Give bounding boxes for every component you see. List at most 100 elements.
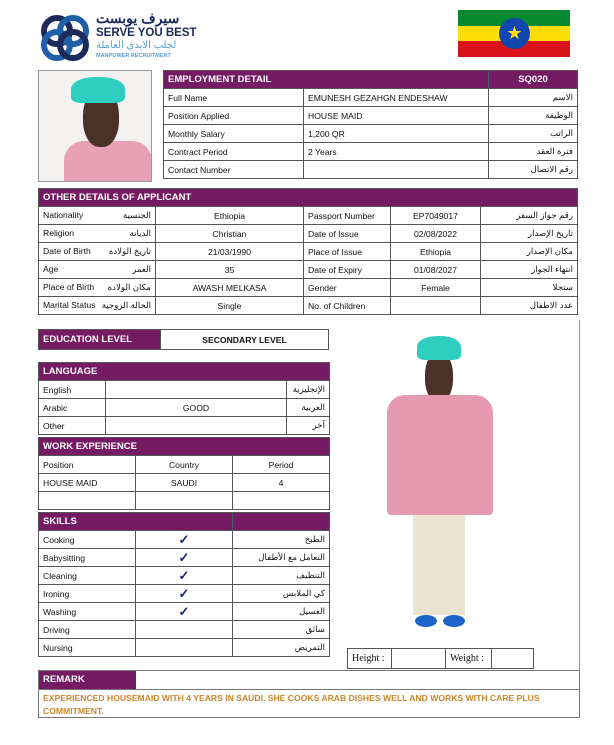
field-value: 01/08/2027 [390, 260, 481, 279]
work-experience-table: WORK EXPERIENCE Position Country Period HO… [37, 437, 331, 510]
field-label-arabic: انتهاء الجواز [479, 260, 579, 279]
field-label-arabic: فترة العقد [488, 142, 578, 161]
work-title: WORK EXPERIENCE [37, 437, 331, 456]
work-row [38, 491, 331, 510]
field-value: Ethiopia [155, 206, 304, 225]
field-value: Ethiopia [390, 242, 481, 261]
field-label-arabic: الديانة [129, 228, 151, 238]
remark-title: REMARK [39, 671, 136, 689]
logo-sub: MANPOWER RECRUITMENT [96, 53, 171, 59]
education-value: SECONDARY LEVEL [160, 329, 329, 350]
field-value: 1,200 QR [303, 124, 489, 143]
language-row: English الإنجليزية [38, 380, 330, 399]
skill-name-arabic: كي الملابس [232, 584, 330, 603]
field-value: EP7049017 [390, 206, 481, 225]
language-row: Other آخر [38, 416, 330, 435]
field-value: 2 Years [303, 142, 489, 161]
field-label: Passport Number [303, 206, 391, 225]
checkmark-icon: ✓ [135, 566, 233, 585]
language-level [105, 380, 287, 399]
remark-text: EXPERIENCED HOUSEMAID WITH 4 YEARS IN SA… [43, 693, 540, 716]
field-value [303, 160, 489, 179]
skill-row: Babysitting ✓ التعامل مع الأطفال [38, 548, 330, 567]
skill-row: Washing ✓ الغسيل [38, 602, 330, 621]
field-label: Date of Birth [43, 246, 91, 256]
skill-name: Washing [38, 602, 136, 621]
checkmark-icon: ✓ [135, 548, 233, 567]
language-name: English [38, 380, 106, 399]
work-period [231, 491, 331, 510]
employment-row: Position Applied HOUSE MAID الوظيفة [163, 106, 578, 125]
skill-row: Cleaning ✓ التنظيف [38, 566, 330, 585]
skill-name: Cooking [38, 530, 136, 549]
skills-table: SKILLS Cooking ✓ الطبخ Babysitting ✓ التعامل … [38, 512, 330, 657]
field-value: AWASH MELKASA [155, 278, 304, 297]
checkmark-icon: ✓ [135, 530, 233, 549]
ethiopia-flag: ★ [458, 10, 570, 57]
detail-row: Place of Birth مكان الولادة AWASH MELKASA G… [38, 278, 579, 297]
skill-name-arabic: التمريض [232, 638, 330, 657]
work-position [38, 491, 136, 510]
field-label: Contact Number [163, 160, 304, 179]
language-name-arabic: العربية [286, 398, 330, 417]
reference-code: SQ020 [488, 70, 578, 89]
education-table: EDUCATION LEVEL SECONDARY LEVEL [38, 329, 329, 350]
employment-row: Contract Period 2 Years فترة العقد [163, 142, 578, 161]
skill-name-arabic: التنظيف [232, 566, 330, 585]
field-label: Date of Issue [303, 224, 391, 243]
logo-arabic: سيرف يوبست [96, 10, 180, 26]
field-label: Position Applied [163, 106, 304, 125]
language-row: Arabic GOOD العربية [38, 398, 330, 417]
language-name-arabic: آخر [286, 416, 330, 435]
field-label: Monthly Salary [163, 124, 304, 143]
field-value: 02/08/2022 [390, 224, 481, 243]
skill-name: Nursing [38, 638, 136, 657]
skill-name: Babysitting [38, 548, 136, 567]
language-name: Arabic [38, 398, 106, 417]
weight-label: Weight : [445, 648, 492, 669]
employment-row: Full Name EMUNESH GEZAHGN ENDESHAW الاسم [163, 88, 578, 107]
work-header: Country [135, 455, 233, 474]
field-value: Single [155, 296, 304, 315]
work-country: SAUDI [135, 473, 233, 492]
field-label-arabic: الجنسية [122, 210, 151, 220]
field-label: Marital Status [43, 300, 96, 310]
field-label-arabic: رقم الاتصال [488, 160, 578, 179]
field-label-arabic: ستجلا [479, 278, 579, 297]
language-name-arabic: الإنجليزية [286, 380, 330, 399]
other-details-title: OTHER DETAILS OF APPLICANT [37, 188, 579, 207]
education-label: EDUCATION LEVEL [38, 329, 161, 350]
language-name: Other [38, 416, 106, 435]
logo-arabic-sub: لجلب الايدي العاملة [96, 40, 177, 51]
work-header: Position [38, 455, 136, 474]
field-label: Age [43, 264, 59, 274]
skill-row: Nursing التمريض [38, 638, 330, 657]
skill-name: Cleaning [38, 566, 136, 585]
field-value: Christian [155, 224, 304, 243]
field-label: Place of Issue [303, 242, 391, 261]
employment-title: EMPLOYMENT DETAIL [163, 70, 489, 89]
field-label-arabic: الراتب [488, 124, 578, 143]
field-label-arabic: الوظيفة [488, 106, 578, 125]
language-level: GOOD [105, 398, 287, 417]
field-label: No. of Children [303, 296, 391, 315]
skill-name-arabic: التعامل مع الأطفال [232, 548, 330, 567]
field-label-arabic: مكان الإصدار [479, 242, 579, 261]
field-label-arabic: الاسم [488, 88, 578, 107]
detail-row: Nationality الجنسية Ethiopia Passport Numbe… [38, 206, 579, 225]
height-value [391, 648, 446, 669]
field-value: EMUNESH GEZAHGN ENDESHAW [303, 88, 489, 107]
field-label-arabic: عدد الاطفال [479, 296, 579, 315]
logo-name: SERVE YOU BEST [96, 27, 197, 39]
work-country [135, 491, 233, 510]
work-position: HOUSE MAID [38, 473, 136, 492]
field-value: 35 [155, 260, 304, 279]
skill-check-empty [135, 620, 233, 639]
weight-value [491, 648, 534, 669]
applicant-portrait [38, 70, 152, 182]
detail-row: Age العمر 35 Date of Expiry 01/08/2027 انتهاء… [38, 260, 579, 279]
skills-title: SKILLS [38, 512, 233, 531]
skill-check-empty [135, 638, 233, 657]
height-label: Height : [347, 648, 392, 669]
company-logo: سيرف يوبست SERVE YOU BEST لجلب الايدي ال… [40, 10, 200, 62]
